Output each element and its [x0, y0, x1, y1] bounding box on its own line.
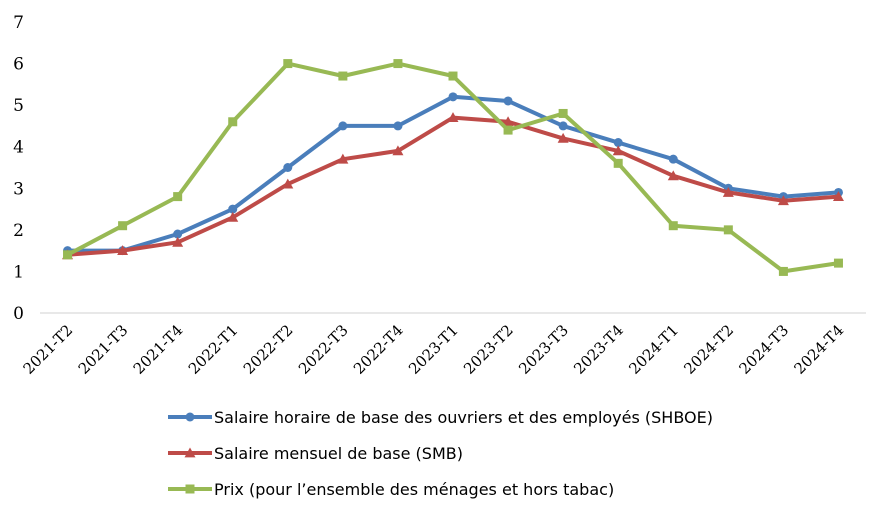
data-point [337, 153, 349, 164]
legend-label: Salaire horaire de base des ouvriers et … [214, 408, 713, 427]
data-point [832, 191, 844, 201]
data-point [393, 121, 403, 131]
x-tick-label: 2024-T1 [625, 321, 682, 378]
data-point [777, 195, 789, 206]
data-point [447, 112, 459, 123]
data-point [118, 221, 128, 231]
y-axis-tick-labels: 0 1 2 3 4 5 6 7 [13, 13, 24, 324]
data-point [667, 170, 679, 181]
data-point [228, 117, 238, 127]
data-point [283, 163, 293, 172]
legend-marker [185, 412, 195, 422]
y-tick-label: 2 [13, 221, 24, 241]
x-tick-label: 2022-T2 [240, 321, 297, 378]
data-point [558, 108, 568, 118]
data-point [833, 258, 843, 268]
legend-item: Salaire horaire de base des ouvriers et … [168, 408, 713, 427]
data-point [503, 96, 513, 106]
legend: Salaire horaire de base des ouvriers et … [168, 408, 713, 499]
data-point [282, 178, 294, 189]
x-tick-label: 2023-T1 [405, 321, 462, 378]
data-point [558, 121, 568, 131]
y-tick-label: 5 [13, 96, 24, 116]
data-point [228, 204, 238, 214]
data-point [227, 211, 239, 222]
data-point [117, 245, 129, 256]
y-tick-label: 4 [13, 138, 24, 158]
data-point [557, 132, 569, 143]
series-group [62, 59, 844, 276]
y-tick-label: 3 [13, 179, 24, 199]
x-tick-label: 2022-T1 [185, 321, 242, 378]
data-point [173, 229, 183, 239]
x-tick-label: 2024-T2 [680, 321, 737, 378]
legend-label: Salaire mensuel de base (SMB) [214, 444, 463, 463]
data-point [392, 145, 404, 156]
y-tick-label: 6 [13, 55, 24, 75]
data-point [338, 71, 348, 81]
data-point [448, 92, 458, 102]
data-point [613, 158, 623, 168]
y-tick-label: 1 [13, 262, 24, 282]
x-tick-label: 2023-T3 [515, 321, 572, 378]
data-point [393, 59, 403, 69]
x-tick-label: 2021-T3 [75, 321, 132, 378]
x-tick-label: 2024-T3 [735, 321, 792, 378]
legend-label: Prix (pour l’ensemble des ménages et hor… [214, 480, 614, 499]
x-tick-label: 2021-T2 [20, 321, 77, 378]
legend-item: Prix (pour l’ensemble des ménages et hor… [168, 480, 614, 499]
data-point [668, 221, 678, 231]
data-point [668, 154, 678, 164]
x-tick-label: 2022-T4 [350, 321, 407, 378]
legend-item: Salaire mensuel de base (SMB) [168, 444, 463, 463]
data-point [612, 145, 624, 156]
x-tick-label: 2021-T4 [130, 321, 187, 378]
x-tick-label: 2024-T4 [791, 321, 848, 378]
data-point [502, 116, 514, 127]
data-point [63, 250, 73, 260]
series-3 [63, 59, 843, 276]
legend-marker [185, 484, 195, 494]
x-axis-tick-labels: 2021-T22021-T32021-T42022-T12022-T22022-… [20, 321, 848, 378]
x-tick-label: 2023-T4 [570, 321, 627, 378]
legend-marker [184, 447, 196, 458]
data-point [283, 59, 293, 69]
data-point [723, 225, 733, 235]
data-point [503, 125, 513, 135]
data-point [448, 71, 458, 81]
data-point [778, 266, 788, 276]
x-tick-label: 2022-T3 [295, 321, 352, 378]
x-tick-label: 2023-T2 [460, 321, 517, 378]
data-point [172, 236, 184, 247]
y-tick-label: 7 [13, 13, 24, 33]
y-tick-label: 0 [13, 304, 24, 324]
data-point [613, 138, 623, 148]
data-point [173, 192, 183, 202]
data-point [338, 121, 348, 131]
data-point [722, 186, 734, 197]
